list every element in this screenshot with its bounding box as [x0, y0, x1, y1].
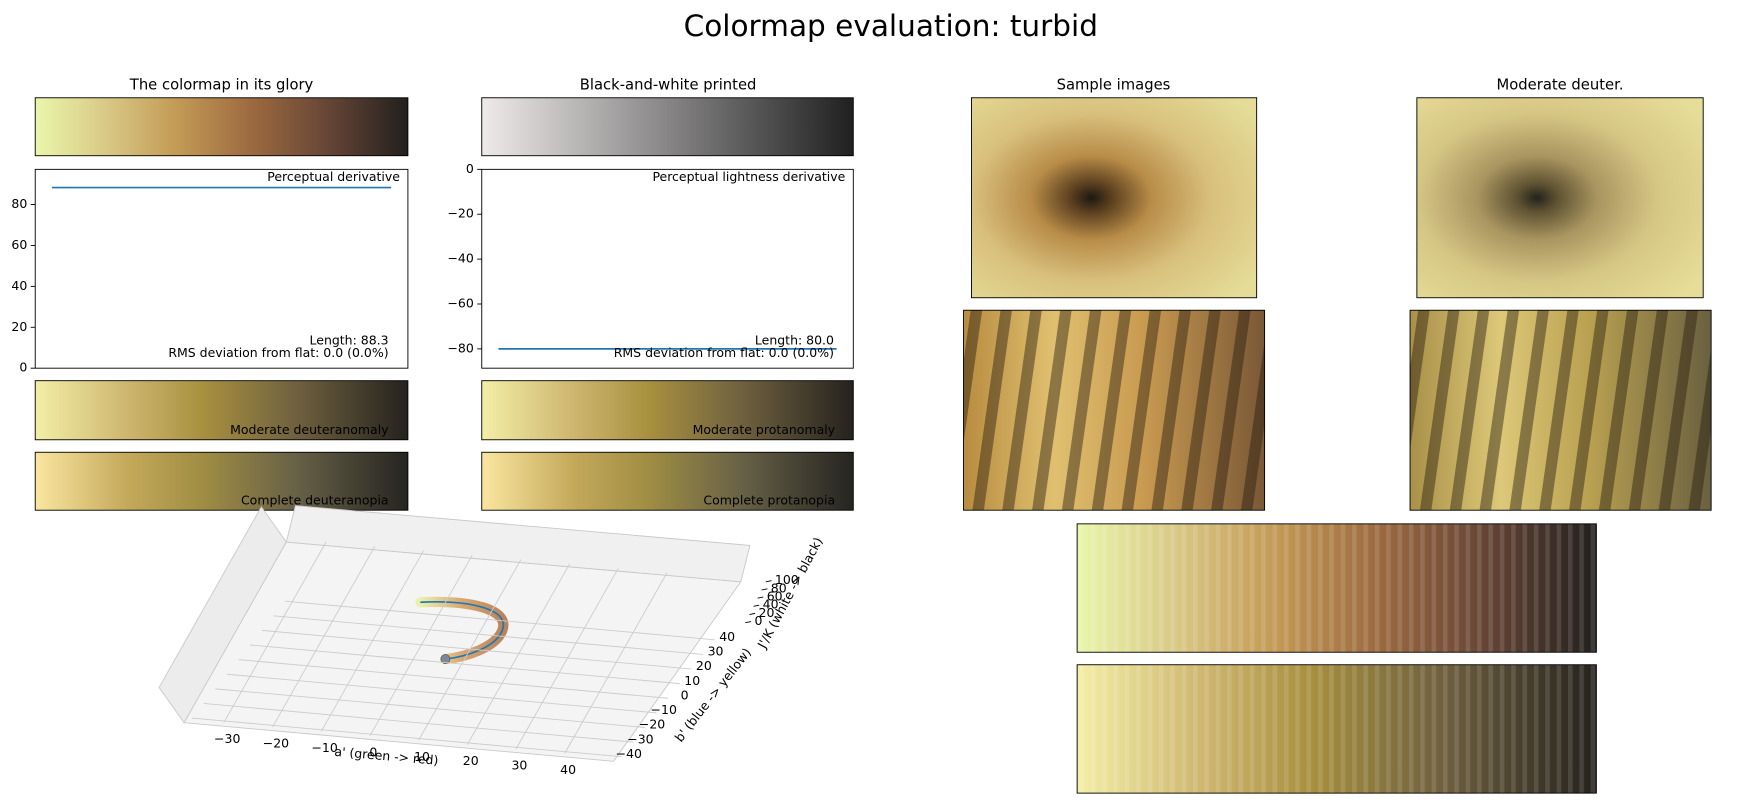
panel-title: Moderate deuter. [1497, 76, 1624, 93]
y-tick-label: −40 [616, 746, 642, 761]
z-tick [757, 596, 764, 599]
sample-image-overlay [1076, 523, 1597, 653]
grid-line [320, 550, 424, 732]
y-tick-label: −20 [639, 717, 665, 732]
y-tick-label: −20 [447, 206, 473, 221]
y-tick-label: 40 [11, 278, 27, 293]
z-tick-label: 80 [771, 580, 787, 595]
y-tick-label: 0 [681, 687, 689, 702]
annotation: Perceptual derivative [267, 169, 400, 184]
figure-title: Colormap evaluation: turbid [684, 9, 1098, 43]
x-tick-label: −30 [214, 731, 240, 746]
annotation: RMS deviation from flat: 0.0 (0.0%) [614, 345, 834, 360]
x-tick-label: 40 [560, 762, 576, 777]
panel-title: Sample images [1057, 76, 1171, 93]
3d-curve [415, 596, 509, 665]
y-tick-label: 30 [708, 644, 724, 659]
colorbar [34, 97, 409, 157]
colorbar [34, 451, 409, 511]
sample-image-overlay [963, 309, 1266, 511]
colorbar [481, 97, 854, 157]
strip-label: Complete protanopia [703, 493, 835, 508]
strip-label: Moderate deuteranomaly [230, 422, 389, 437]
y-tick-label: −10 [651, 702, 677, 717]
grid-line [369, 554, 473, 737]
annotation: Length: 88.3 [310, 332, 389, 347]
colorbar [481, 451, 854, 511]
panel-title: The colormap in its glory [129, 76, 314, 93]
x-tick-label: 30 [511, 758, 527, 773]
colorbar [34, 380, 409, 441]
z-tick [761, 588, 768, 591]
x-tick-label: 10 [414, 749, 430, 764]
y-tick-label: 60 [11, 237, 27, 252]
grid-line [418, 559, 522, 741]
sample-image-overlay [1076, 664, 1597, 794]
y-tick-label: −30 [627, 731, 653, 746]
x-tick-label: 20 [463, 753, 479, 768]
grid-line [226, 673, 657, 714]
y-tick-label: −80 [447, 340, 473, 355]
y-tick-label: 80 [11, 196, 27, 211]
grid-line [203, 703, 634, 743]
z-tick-label: 100 [775, 572, 799, 587]
grid-line [515, 568, 619, 750]
annotation: Perceptual lightness derivative [652, 169, 845, 184]
x-tick-label: 0 [369, 744, 377, 759]
grid-line [192, 717, 622, 758]
plot-area [34, 168, 409, 369]
x-tick-label: −20 [263, 736, 289, 751]
sample-image [971, 97, 1258, 299]
y-tick-label: −40 [447, 251, 473, 266]
grid-line [273, 615, 704, 655]
strip-label: Complete deuteranopia [241, 493, 389, 508]
colorbar [481, 380, 854, 441]
z-tick [753, 604, 760, 607]
z-tick [765, 580, 772, 583]
z-tick-label: 60 [767, 589, 783, 604]
y-tick-label: 10 [684, 673, 700, 688]
x-tick-label: −10 [311, 740, 337, 755]
y-tick-label: 40 [719, 629, 735, 644]
grid-line [238, 659, 669, 699]
grid-line [466, 563, 570, 745]
grid-line [285, 600, 715, 641]
sample-image-overlay [1409, 309, 1712, 511]
z-tick-label: 0 [754, 613, 762, 628]
plot-area [481, 168, 854, 369]
grid-line [250, 644, 680, 685]
panel-title: Black-and-white printed [580, 76, 757, 93]
strip-label: Moderate protanomaly [693, 422, 836, 437]
annotation: Length: 80.0 [755, 332, 834, 347]
sample-image [1416, 97, 1704, 299]
x-axis-label: a' (green -> red) [334, 744, 439, 768]
z-axis-label: J'/K (white -> black) [754, 535, 826, 652]
grid-line [564, 572, 668, 754]
grid-line [261, 629, 692, 670]
annotation: RMS deviation from flat: 0.0 (0.0%) [168, 345, 388, 360]
grid-line [223, 541, 327, 723]
z-tick-label: 20 [759, 605, 775, 620]
z-tick-label: 40 [763, 597, 779, 612]
z-tick [749, 612, 756, 615]
y-tick-label: 20 [11, 319, 27, 334]
grid-line [272, 546, 376, 728]
z-tick [745, 621, 752, 624]
y-tick-label: 0 [466, 161, 474, 176]
y-tick-label: 0 [19, 360, 27, 375]
y-tick-label: 20 [696, 658, 712, 673]
y-tick-label: −60 [447, 296, 473, 311]
grid-line [215, 688, 645, 728]
